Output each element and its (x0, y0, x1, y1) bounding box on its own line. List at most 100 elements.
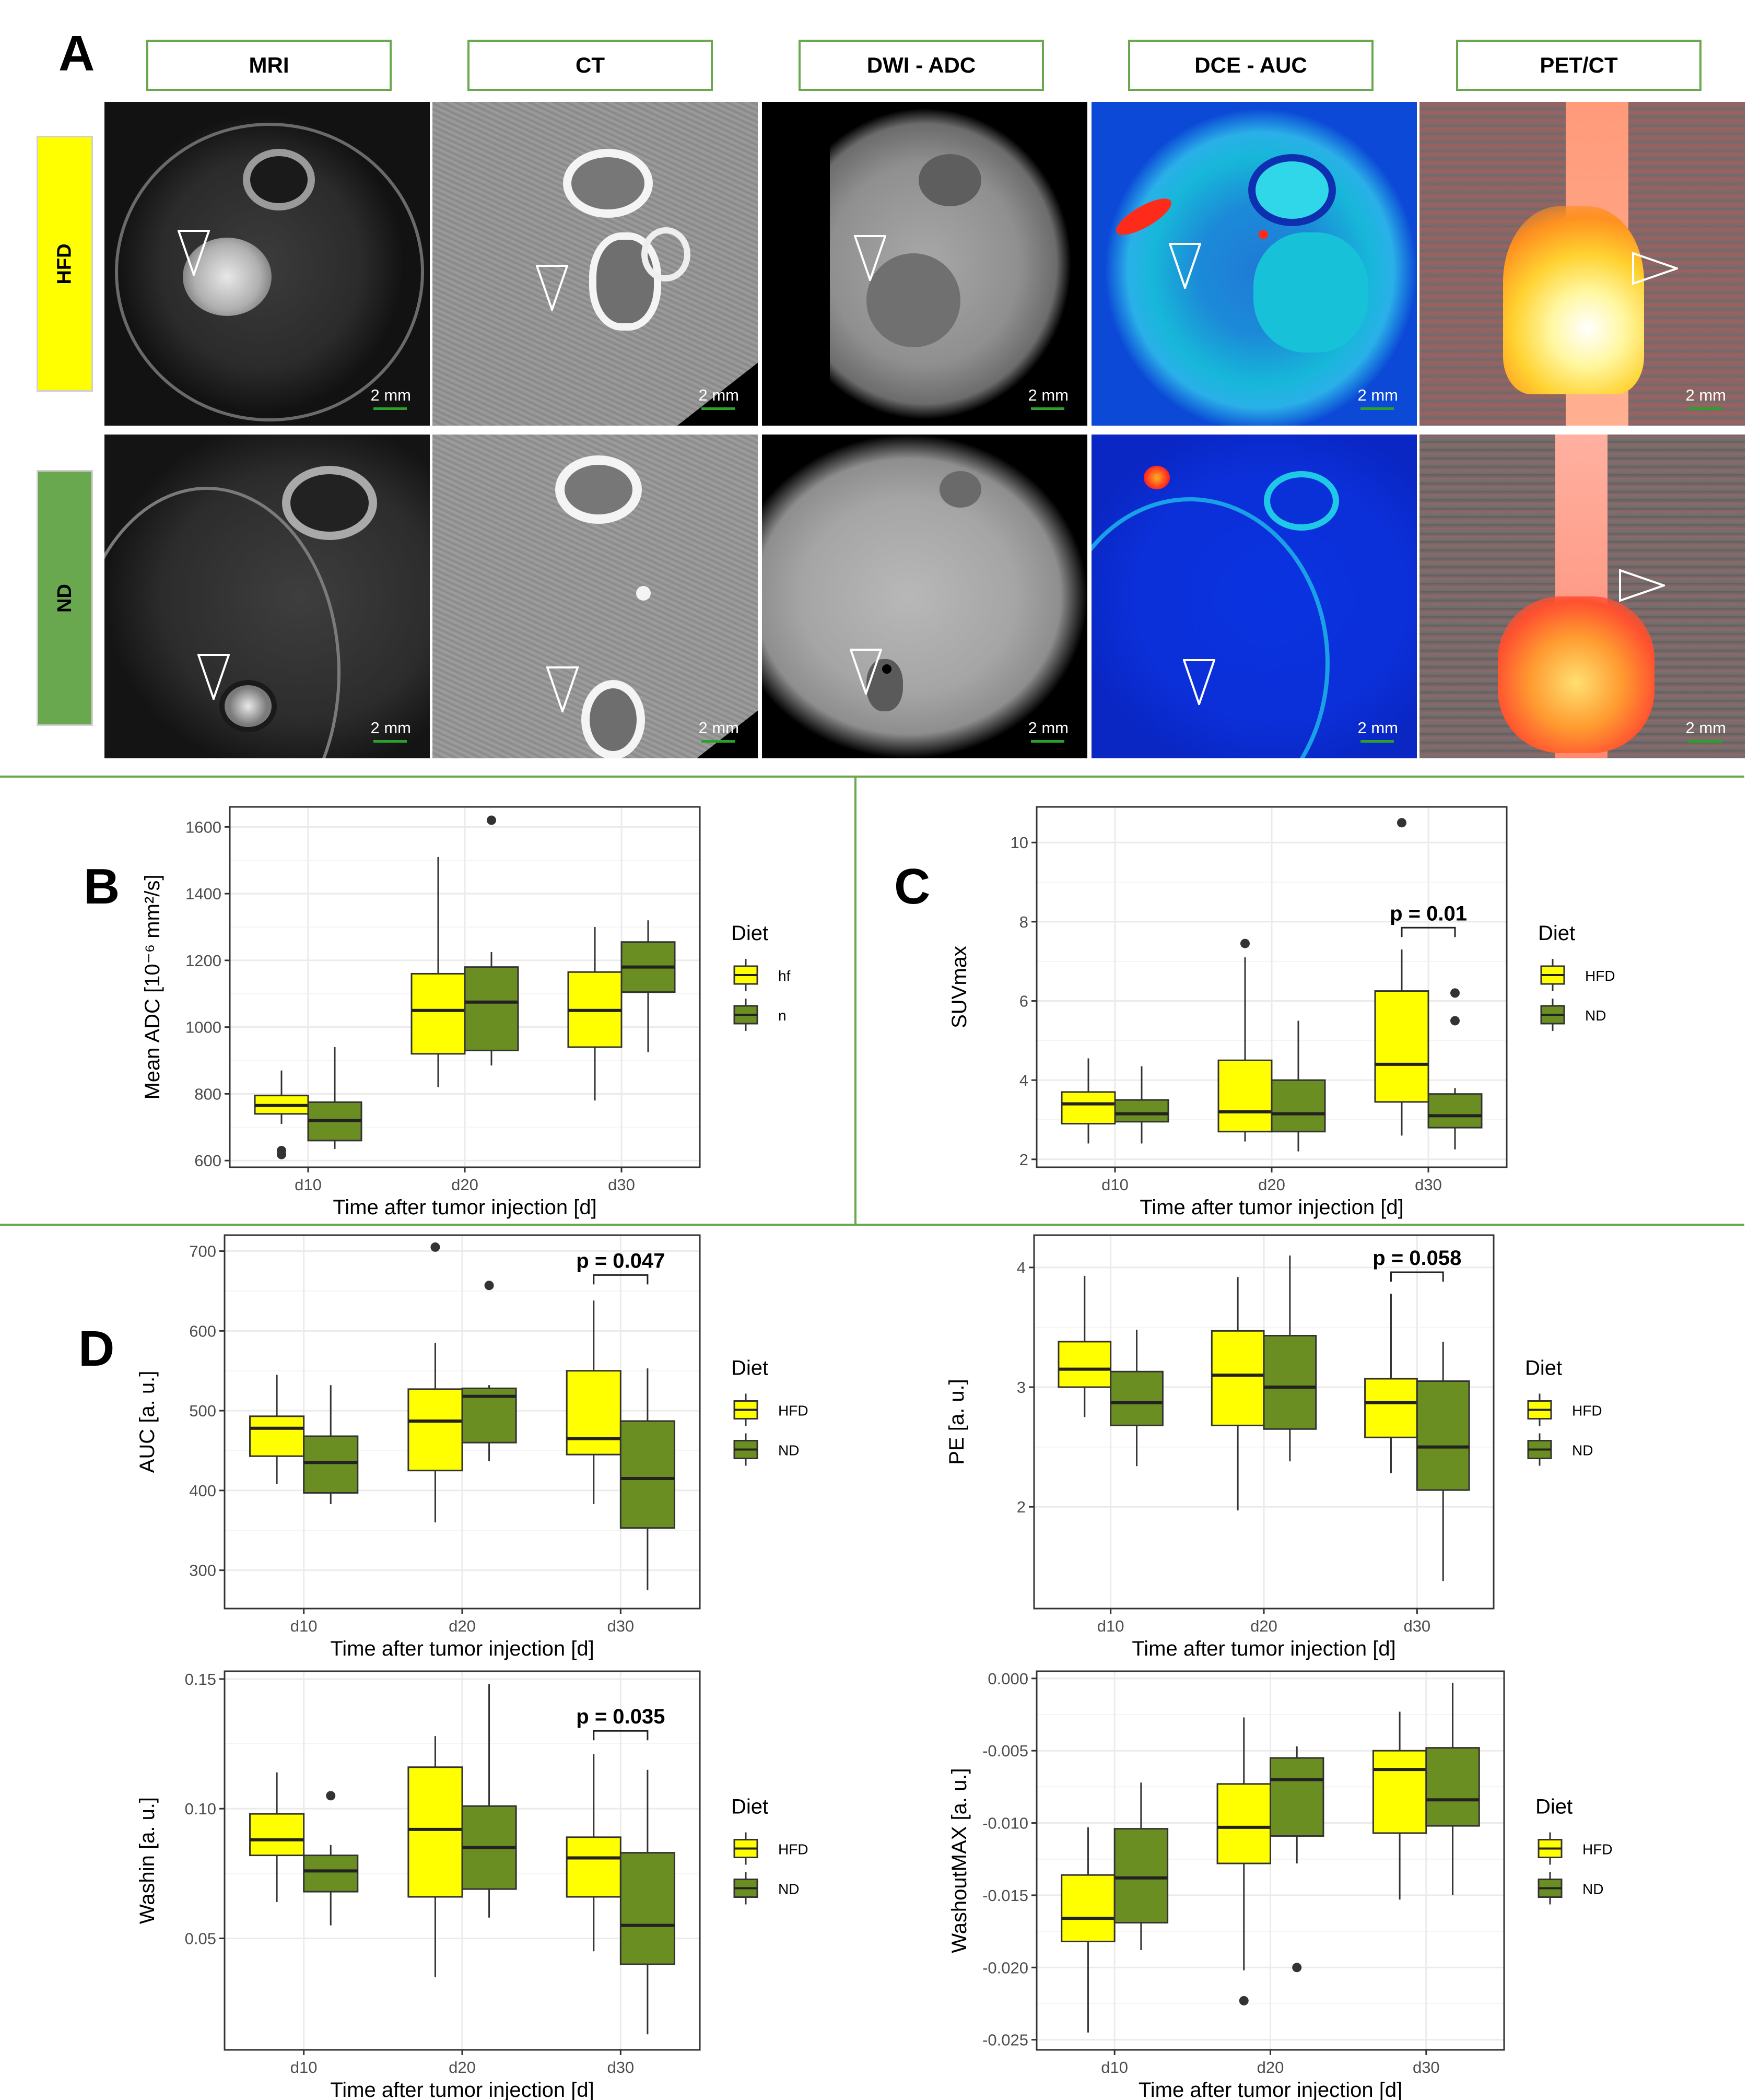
y-tick-label: 300 (189, 1562, 216, 1580)
scale-bar (701, 740, 735, 743)
scale-bar (701, 407, 735, 410)
legend-title: Diet (1538, 922, 1575, 945)
box-ND-d10 (303, 1435, 359, 1494)
significance-label: p = 0.058 (1372, 1247, 1461, 1270)
box-ND-d10 (1113, 1828, 1169, 1923)
box-ND-d30 (619, 1420, 675, 1529)
x-axis-title: Time after tumor injection [d] (330, 2079, 594, 2100)
y-tick-label: 400 (189, 1482, 216, 1500)
y-tick-label: 0.05 (185, 1929, 216, 1948)
box-HFD-d20 (407, 1766, 463, 1898)
legend-label-HFD: HFD (778, 1403, 808, 1419)
separator-line (0, 1224, 1744, 1226)
y-axis-title: Mean ADC [10⁻⁶ mm²/s] (141, 874, 164, 1099)
scale-bar (1360, 407, 1394, 410)
outlier-point (1450, 988, 1460, 998)
y-axis-title: WashoutMAX [a. u.] (948, 1768, 971, 1953)
modality-label-dce-auc: DCE - AUC (1128, 40, 1374, 91)
scale-bar-label: 2 mm (1685, 719, 1727, 737)
significance-label: p = 0.035 (576, 1705, 665, 1728)
x-tick-label: d10 (1101, 2058, 1128, 2076)
arrowhead-marker (1632, 252, 1678, 285)
panel-letter-c: C (894, 859, 931, 914)
box-HFD-d20 (1217, 1059, 1273, 1133)
x-axis-title: Time after tumor injection [d] (333, 1196, 596, 1219)
row-label-hfd: HFD (37, 136, 93, 392)
box-hf-d20 (410, 972, 466, 1055)
row-label-nd-text: ND (53, 583, 76, 613)
y-tick-label: 600 (189, 1322, 216, 1340)
modality-label-pet-ct: PET/CT (1456, 40, 1702, 91)
y-tick-label: 4 (1019, 1071, 1028, 1089)
box-HFD-d10 (249, 1813, 305, 1857)
y-tick-label: -0.020 (982, 1958, 1028, 1977)
x-axis-title: Time after tumor injection [d] (1140, 1196, 1403, 1219)
y-tick-label: 500 (189, 1402, 216, 1420)
legend-title: Diet (731, 1796, 768, 1819)
dce-auc-hfd-image: 2 mm (1092, 102, 1417, 426)
y-tick-label: 600 (194, 1152, 221, 1170)
outlier-point (430, 1242, 440, 1252)
y-tick-label: 0.000 (988, 1670, 1028, 1688)
box-n-d20 (464, 966, 519, 1051)
legend-title: Diet (1535, 1796, 1573, 1819)
significance-bracket (1390, 1271, 1444, 1282)
box-ND-d10 (303, 1855, 359, 1893)
row-label-hfd-text: HFD (53, 243, 76, 285)
box-HFD-d10 (249, 1415, 305, 1457)
box-ND-d30 (1416, 1380, 1470, 1491)
separator-line (0, 776, 1744, 778)
box-ND-d30 (1425, 1747, 1480, 1827)
scale-bar-label: 2 mm (1028, 719, 1069, 737)
scale-bar (1688, 407, 1722, 410)
y-tick-label: 800 (194, 1085, 221, 1103)
y-axis-title: PE [a. u.] (945, 1379, 968, 1465)
x-tick-label: d10 (1097, 1617, 1124, 1635)
x-tick-label: d30 (1413, 2058, 1440, 2076)
arrowhead-marker (178, 230, 210, 276)
y-tick-label: 1200 (185, 952, 221, 970)
x-tick-label: d30 (607, 1617, 634, 1635)
chart-d-washoutmax: -0.025 -0.020 -0.015 -0.010 -0.005 0.000 d10 d2… (948, 1670, 1613, 2100)
significance-label: p = 0.01 (1390, 902, 1467, 925)
x-tick-label: d10 (1101, 1176, 1129, 1194)
outlier-point (1397, 818, 1406, 828)
x-axis-title: Time after tumor injection [d] (330, 1637, 594, 1660)
scale-bar (1360, 740, 1394, 743)
outlier-point (487, 815, 496, 825)
box-HFD-d30 (1372, 1750, 1427, 1834)
y-tick-label: -0.025 (982, 2031, 1028, 2049)
separator-line (854, 776, 856, 1225)
scale-bar (1031, 407, 1064, 410)
y-axis-title: Washin [a. u.] (136, 1797, 159, 1924)
dwi-adc-hfd-image: 2 mm (762, 102, 1087, 426)
outlier-point (1450, 1016, 1460, 1026)
scale-bar-label: 2 mm (1028, 386, 1069, 404)
scale-bar (1688, 740, 1722, 743)
legend-title: Diet (731, 922, 768, 945)
legend-label-ND: ND (1582, 1881, 1603, 1897)
x-axis-title: Time after tumor injection [d] (1139, 2079, 1402, 2100)
legend-label-ND: ND (1572, 1442, 1593, 1459)
box-HFD-d10 (1061, 1874, 1116, 1942)
y-tick-label: 1000 (185, 1018, 221, 1037)
y-tick-label: 700 (189, 1242, 216, 1261)
panel-letter-b: B (84, 859, 120, 914)
significance-bracket (593, 1730, 649, 1741)
outlier-point (484, 1281, 494, 1290)
x-tick-label: d30 (608, 1176, 635, 1194)
pet-ct-hfd-image: 2 mm (1419, 102, 1745, 426)
significance-label: p = 0.047 (576, 1249, 665, 1272)
box-HFD-d10 (1058, 1341, 1112, 1388)
box-ND-d30 (1427, 1093, 1483, 1129)
outlier-point (1239, 1996, 1249, 2005)
x-tick-label: d20 (1257, 2058, 1284, 2076)
box-ND-d10 (1114, 1099, 1169, 1123)
legend-label-ND: ND (1585, 1007, 1606, 1024)
legend-label-ND: ND (778, 1881, 799, 1897)
scale-bar-label: 2 mm (1357, 719, 1399, 737)
x-tick-label: d20 (1258, 1176, 1285, 1194)
dce-auc-nd-image: 2 mm (1092, 435, 1417, 758)
y-tick-label: 8 (1019, 913, 1028, 931)
scale-bar-label: 2 mm (1357, 386, 1399, 404)
